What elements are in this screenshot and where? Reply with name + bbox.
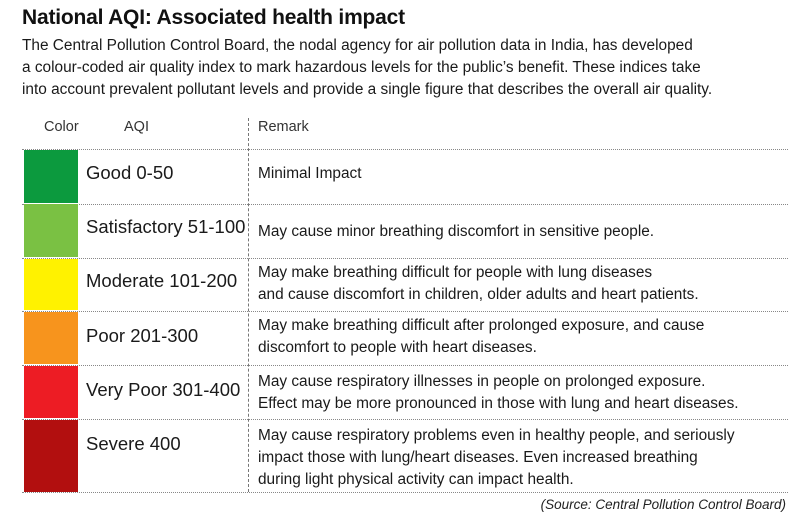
row-divider bbox=[22, 311, 788, 312]
column-divider bbox=[248, 118, 249, 492]
column-header-aqi: AQI bbox=[124, 119, 149, 135]
row-divider bbox=[22, 149, 788, 150]
remark-line: May make breathing difficult after prolo… bbox=[258, 317, 705, 334]
aqi-remark: May cause respiratory illnesses in peopl… bbox=[258, 371, 739, 415]
page-title: National AQI: Associated health impact bbox=[22, 6, 405, 29]
aqi-level-label: Satisfactory 51-100 bbox=[86, 216, 246, 237]
remark-line: May cause respiratory problems even in h… bbox=[258, 427, 735, 444]
aqi-level-label: Good 0-50 bbox=[86, 162, 174, 183]
row-divider bbox=[22, 258, 788, 259]
remark-line: impact those with lung/heart diseases. E… bbox=[258, 449, 698, 466]
remark-line: Minimal Impact bbox=[258, 165, 362, 182]
aqi-level-label: Moderate 101-200 bbox=[86, 270, 238, 291]
aqi-remark: Minimal Impact bbox=[258, 163, 361, 185]
remark-line: during light physical activity can impac… bbox=[258, 471, 574, 488]
column-header-color: Color bbox=[44, 119, 79, 135]
column-header-remark: Remark bbox=[258, 119, 309, 135]
aqi-color-swatch bbox=[24, 366, 78, 418]
intro-line: into account prevalent pollutant levels … bbox=[22, 81, 713, 98]
intro-line: a colour-coded air quality index to mark… bbox=[22, 59, 701, 76]
remark-line: Effect may be more pronounced in those w… bbox=[258, 395, 739, 412]
aqi-level-label: Poor 201-300 bbox=[86, 325, 199, 346]
remark-line: discomfort to people with heart diseases… bbox=[258, 339, 537, 356]
aqi-color-swatch bbox=[24, 312, 78, 364]
aqi-remark: May make breathing difficult for people … bbox=[258, 262, 699, 306]
aqi-remark: May cause minor breathing discomfort in … bbox=[258, 221, 654, 243]
intro-line: The Central Pollution Control Board, the… bbox=[22, 37, 693, 54]
aqi-remark: May make breathing difficult after prolo… bbox=[258, 315, 704, 359]
remark-line: and cause discomfort in children, older … bbox=[258, 286, 699, 303]
intro-paragraph: The Central Pollution Control Board, the… bbox=[22, 35, 792, 101]
aqi-color-swatch bbox=[24, 420, 78, 492]
aqi-color-swatch bbox=[24, 259, 78, 310]
remark-line: May cause minor breathing discomfort in … bbox=[258, 223, 655, 240]
row-divider bbox=[22, 365, 788, 366]
aqi-level-label: Severe 400 bbox=[86, 433, 181, 454]
aqi-remark: May cause respiratory problems even in h… bbox=[258, 425, 735, 491]
remark-line: May cause respiratory illnesses in peopl… bbox=[258, 373, 706, 390]
remark-line: May make breathing difficult for people … bbox=[258, 264, 653, 281]
row-divider bbox=[22, 492, 788, 493]
row-divider bbox=[22, 419, 788, 420]
aqi-level-label: Very Poor 301-400 bbox=[86, 379, 241, 400]
aqi-color-swatch bbox=[24, 150, 78, 203]
source-credit: (Source: Central Pollution Control Board… bbox=[540, 497, 786, 512]
aqi-color-swatch bbox=[24, 204, 78, 257]
row-divider bbox=[22, 204, 788, 205]
